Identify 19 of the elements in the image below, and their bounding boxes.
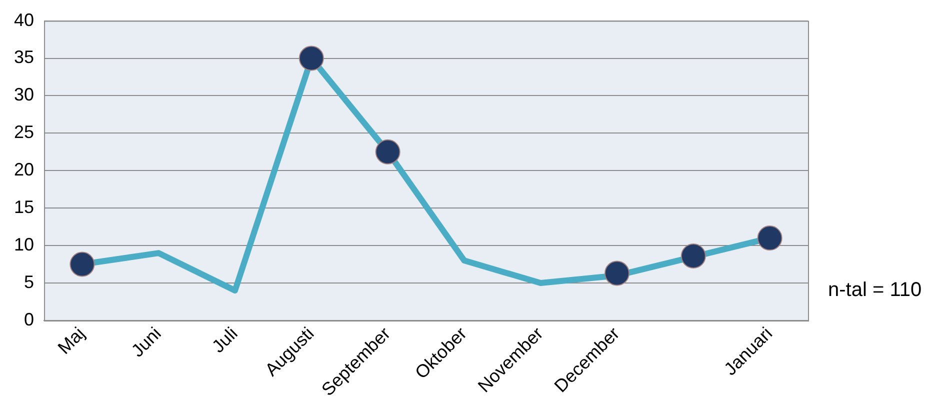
y-tick-label: 15 xyxy=(14,197,34,218)
y-tick-label: 20 xyxy=(14,160,34,180)
y-tick-label: 10 xyxy=(14,234,34,255)
y-tick-label: 25 xyxy=(14,122,34,142)
y-tick-label: 40 xyxy=(14,10,34,30)
point xyxy=(70,252,95,277)
point xyxy=(604,260,630,286)
y-tick-label: 35 xyxy=(14,47,34,68)
point xyxy=(298,46,324,71)
text: n-tal = 110 xyxy=(828,279,922,302)
x-tick-label: Maj xyxy=(54,323,89,358)
point xyxy=(680,244,706,269)
point xyxy=(375,139,400,164)
y-tick-label: 0 xyxy=(24,309,34,330)
x-tick-label: Juli xyxy=(208,323,242,357)
x-tick-label: Juni xyxy=(127,323,165,361)
y-tick-label: 30 xyxy=(14,84,34,105)
point xyxy=(757,226,782,251)
y-tick-label: 5 xyxy=(24,272,34,292)
